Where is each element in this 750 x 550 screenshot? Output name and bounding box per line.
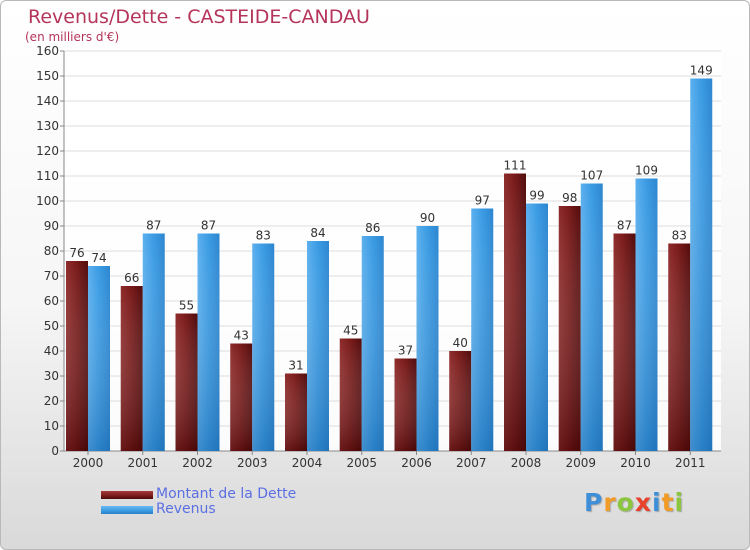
y-tick-label: 150 <box>36 69 59 83</box>
data-label-revenue: 107 <box>580 169 603 183</box>
bar-revenue-shade <box>416 226 439 451</box>
chart-subtitle: (en milliers d'€) <box>25 30 120 44</box>
data-label-debt: 40 <box>453 336 468 350</box>
bar-debt-shade <box>394 358 417 451</box>
bar-revenue-shade <box>88 266 110 451</box>
chart-title: Revenus/Dette - CASTEIDE-CANDAU <box>28 6 370 28</box>
data-label-revenue: 84 <box>310 226 325 240</box>
legend-label-revenue: Revenus <box>156 501 216 517</box>
bar-debt-shade <box>449 351 472 451</box>
legend-label-debt: Montant de la Dette <box>156 486 297 502</box>
y-tick-label: 20 <box>44 394 59 408</box>
bar-revenue-shade <box>252 243 275 451</box>
logo-letter: r <box>603 488 617 517</box>
bar-debt-shade <box>504 173 526 451</box>
x-tick-label: 2009 <box>565 456 596 470</box>
logo-letter: P <box>584 488 604 517</box>
x-tick-label: 2005 <box>346 456 377 470</box>
y-tick-label: 30 <box>44 369 59 383</box>
y-tick-label: 80 <box>44 244 59 258</box>
bar-debt-shade <box>66 261 88 451</box>
y-tick-label: 90 <box>44 219 59 233</box>
x-tick-label: 2011 <box>675 456 706 470</box>
y-tick-label: 130 <box>36 119 59 133</box>
y-tick-label: 60 <box>44 294 59 308</box>
bar-debt-shade <box>285 373 307 451</box>
data-label-debt: 87 <box>617 219 632 233</box>
data-label-revenue: 90 <box>420 211 435 225</box>
proxiti-logo: Proxiti <box>584 488 684 517</box>
x-tick-label: 2004 <box>292 456 323 470</box>
bar-debt-shade <box>668 243 691 451</box>
bar-debt-shade <box>230 343 253 451</box>
data-label-revenue: 87 <box>146 219 161 233</box>
legend-swatch-revenue <box>101 506 153 514</box>
x-tick-label: 2003 <box>237 456 268 470</box>
y-tick-label: 160 <box>36 44 59 58</box>
data-label-revenue: 99 <box>529 189 544 203</box>
bar-revenue-shade <box>197 233 220 451</box>
data-label-debt: 31 <box>288 359 303 373</box>
logo-letter: t <box>661 488 675 517</box>
logo-letter: i <box>674 488 685 517</box>
data-label-revenue: 74 <box>91 251 106 265</box>
y-tick-label: 0 <box>51 444 59 458</box>
y-tick-label: 140 <box>36 94 59 108</box>
bar-debt-shade <box>558 206 581 451</box>
y-tick-label: 50 <box>44 319 59 333</box>
legend-swatch-debt <box>101 491 153 499</box>
data-label-debt: 45 <box>343 324 358 338</box>
logo-letter: x <box>634 488 652 517</box>
y-tick-label: 40 <box>44 344 59 358</box>
bar-debt-shade <box>613 233 636 451</box>
bar-debt-shade <box>339 338 362 451</box>
bar-revenue-shade <box>690 78 713 451</box>
y-tick-label: 70 <box>44 269 59 283</box>
x-tick-label: 2001 <box>127 456 158 470</box>
y-tick-label: 100 <box>36 194 59 208</box>
bar-revenue-shade <box>142 233 165 451</box>
x-tick-label: 2000 <box>73 456 104 470</box>
data-label-debt: 98 <box>562 191 577 205</box>
data-label-debt: 83 <box>672 229 687 243</box>
data-label-revenue: 87 <box>201 219 216 233</box>
data-label-debt: 37 <box>398 344 413 358</box>
logo-letter: o <box>616 488 635 517</box>
logo-letter: i <box>652 488 662 517</box>
data-label-debt: 55 <box>179 299 194 313</box>
y-tick-label: 10 <box>44 419 59 433</box>
bar-revenue-shade <box>526 203 548 451</box>
bar-revenue-shade <box>307 241 329 451</box>
data-label-debt: 111 <box>504 159 527 173</box>
bar-revenue-shade <box>635 178 658 451</box>
bar-revenue-shade <box>361 236 384 451</box>
data-label-debt: 76 <box>69 246 84 260</box>
data-label-revenue: 86 <box>365 221 380 235</box>
x-tick-label: 2008 <box>511 456 542 470</box>
data-label-revenue: 109 <box>635 164 658 178</box>
x-tick-label: 2006 <box>401 456 432 470</box>
x-tick-label: 2007 <box>456 456 487 470</box>
data-label-revenue: 83 <box>256 229 271 243</box>
data-label-revenue: 97 <box>475 194 490 208</box>
data-label-debt: 66 <box>124 271 139 285</box>
data-label-revenue: 149 <box>690 64 713 78</box>
y-tick-label: 110 <box>36 169 59 183</box>
bar-debt-shade <box>120 286 143 451</box>
bar-revenue-shade <box>471 208 494 451</box>
data-label-debt: 43 <box>234 329 249 343</box>
y-tick-label: 120 <box>36 144 59 158</box>
x-tick-label: 2002 <box>182 456 213 470</box>
bar-revenue-shade <box>580 183 603 451</box>
x-tick-label: 2010 <box>620 456 651 470</box>
bar-debt-shade <box>175 313 198 451</box>
